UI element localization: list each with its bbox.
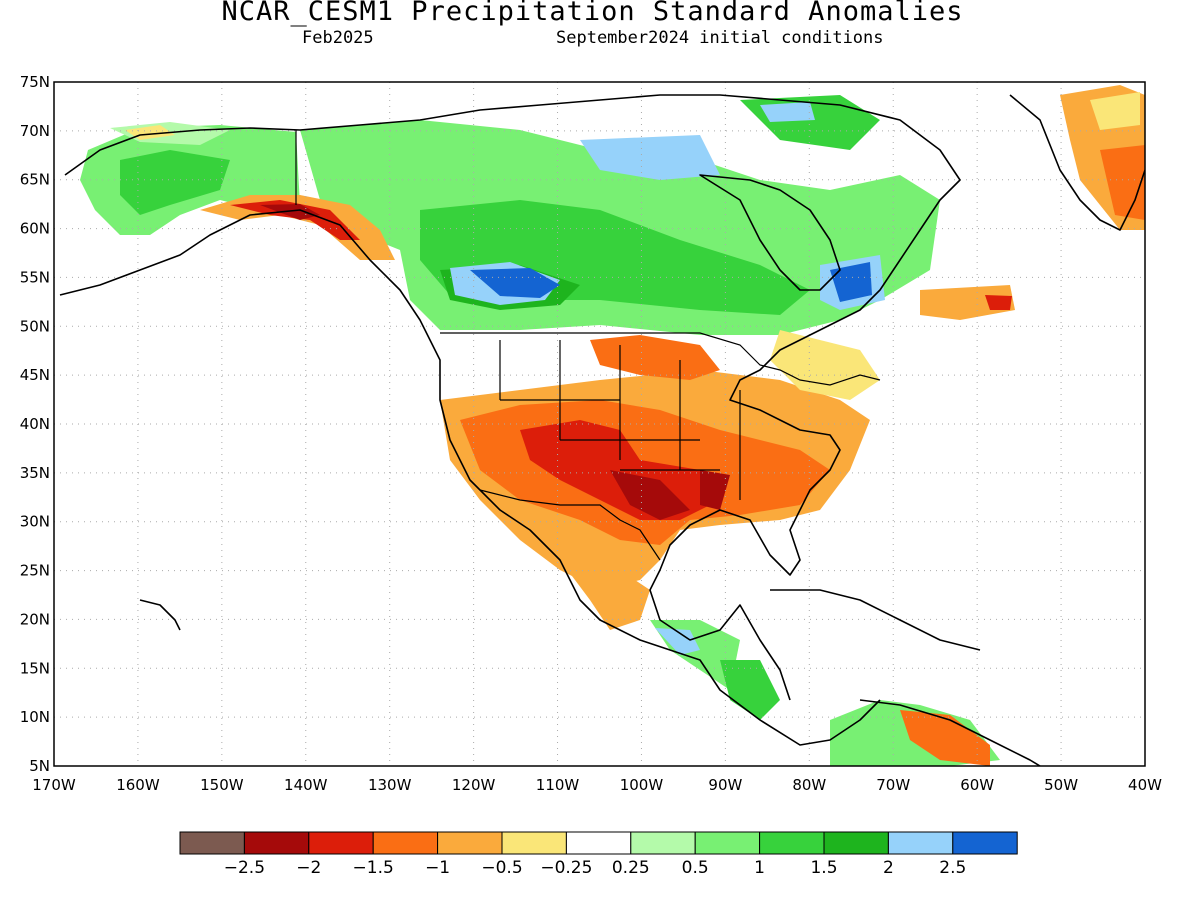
latitude-labels: 75N 70N 65N 60N 55N 50N 45N 40N 35N 30N 25N 20N 15N 1… <box>20 73 50 775</box>
colorbar-swatch <box>565 831 632 855</box>
colorbar-swatch <box>694 831 761 855</box>
colorbar-swatch <box>759 831 825 855</box>
colorbar-swatch <box>243 831 310 855</box>
map-gridlines <box>54 82 1145 766</box>
longitude-tick-label: 120W <box>452 776 496 794</box>
latitude-tick-label: 20N <box>20 610 50 628</box>
colorbar-swatch <box>179 831 245 855</box>
longitude-tick-label: 160W <box>116 776 160 794</box>
latitude-tick-label: 60N <box>20 220 50 238</box>
colorbar-swatch <box>437 831 503 855</box>
colorbar-label: −0.5 <box>481 858 522 878</box>
political-boundaries <box>295 130 881 561</box>
colorbar-swatch <box>372 831 439 855</box>
latitude-tick-label: 75N <box>20 73 50 91</box>
colorbar-swatch <box>630 831 696 855</box>
longitude-tick-label: 170W <box>32 776 76 794</box>
longitude-tick-label: 150W <box>200 776 244 794</box>
latitude-tick-label: 40N <box>20 415 50 433</box>
colorbar-swatch <box>308 831 374 855</box>
latitude-tick-label: 25N <box>20 562 50 580</box>
colorbar-swatch <box>823 831 889 855</box>
anomaly-field <box>80 85 1145 766</box>
colorbar-label: −2.5 <box>224 858 265 878</box>
colorbar-swatch <box>501 831 567 855</box>
colorbar-label: 1 <box>754 858 765 878</box>
latitude-tick-label: 65N <box>20 171 50 189</box>
latitude-tick-label: 35N <box>20 464 50 482</box>
longitude-tick-label: 80W <box>792 776 826 794</box>
latitude-tick-label: 45N <box>20 366 50 384</box>
longitude-tick-label: 90W <box>708 776 742 794</box>
latitude-tick-label: 55N <box>20 268 50 286</box>
latitude-tick-label: 10N <box>20 708 50 726</box>
colorbar-label: 0.5 <box>682 858 709 878</box>
colorbar-label: −1.5 <box>353 858 394 878</box>
longitude-labels: 170W 160W 150W 140W 130W 120W 110W 100W 90W 80W 70… <box>32 776 1162 794</box>
colorbar-label: −2 <box>296 858 321 878</box>
colorbar <box>179 831 1018 855</box>
colorbar-label: 2.5 <box>939 858 966 878</box>
longitude-tick-label: 50W <box>1044 776 1078 794</box>
colorbar-swatch <box>887 831 954 855</box>
longitude-tick-label: 140W <box>284 776 328 794</box>
latitude-tick-label: 15N <box>20 659 50 677</box>
map-title: NCAR_CESM1 Precipitation Standard Anomal… <box>221 0 964 27</box>
longitude-tick-label: 70W <box>876 776 910 794</box>
latitude-tick-label: 30N <box>20 513 50 531</box>
forecast-month: Feb2025 <box>302 28 374 48</box>
coastlines <box>59 94 1145 766</box>
latitude-tick-label: 70N <box>20 122 50 140</box>
colorbar-swatch <box>952 831 1018 855</box>
colorbar-label: 0.25 <box>612 858 650 878</box>
map-border <box>53 81 1146 767</box>
colorbar-label: 1.5 <box>810 858 837 878</box>
colorbar-label: −0.25 <box>540 858 592 878</box>
longitude-tick-label: 40W <box>1128 776 1162 794</box>
colorbar-labels: −2.5 −2 −1.5 −1 −0.5 −0.25 0.25 0.5 1 1.5 2 2.5 <box>224 858 967 878</box>
latitude-tick-label: 5N <box>29 757 50 775</box>
latitude-tick-label: 50N <box>20 317 50 335</box>
longitude-tick-label: 100W <box>620 776 664 794</box>
colorbar-label: −1 <box>425 858 450 878</box>
colorbar-label: 2 <box>883 858 894 878</box>
longitude-tick-label: 110W <box>536 776 580 794</box>
longitude-tick-label: 130W <box>368 776 412 794</box>
initial-conditions: September2024 initial conditions <box>556 28 884 48</box>
longitude-tick-label: 60W <box>960 776 994 794</box>
